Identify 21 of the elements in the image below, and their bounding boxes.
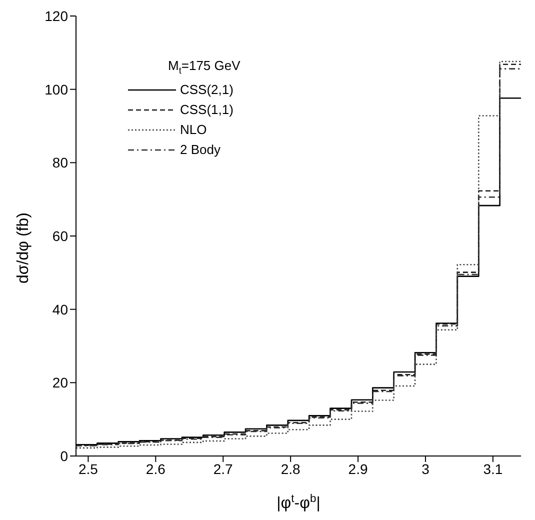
y-tick-label: 120: [44, 8, 68, 24]
x-tick-label: 2.6: [146, 460, 166, 477]
x-tick-label: 2.9: [348, 460, 368, 477]
legend-title: M$_{t}$=175 GeV: [167, 58, 240, 76]
x-tick-label: 3: [422, 460, 430, 477]
legend-label: NLO: [180, 122, 207, 138]
y-tick-label: 100: [44, 81, 68, 98]
legend-label: CSS(1,1): [180, 102, 234, 118]
y-tick-label: 20: [52, 374, 68, 391]
y-tick-label: 80: [52, 154, 68, 171]
x-tick-label: 2.8: [280, 460, 301, 477]
y-axis-title: dσ/dφ (fb): [15, 212, 32, 284]
y-tick-label: 0: [60, 448, 68, 464]
legend-label: CSS(2,1): [180, 82, 234, 98]
y-tick-label: 40: [52, 301, 68, 318]
x-tick-label: 2.7: [213, 460, 234, 477]
x-tick-label: 3.1: [483, 460, 503, 477]
x-tick-label: 2.5: [78, 460, 98, 477]
y-tick-label: 60: [52, 228, 68, 244]
x-axis-title: |φ$^{t}$-φ$^{b}$|: [276, 493, 320, 512]
legend-label: 2 Body: [180, 142, 220, 158]
